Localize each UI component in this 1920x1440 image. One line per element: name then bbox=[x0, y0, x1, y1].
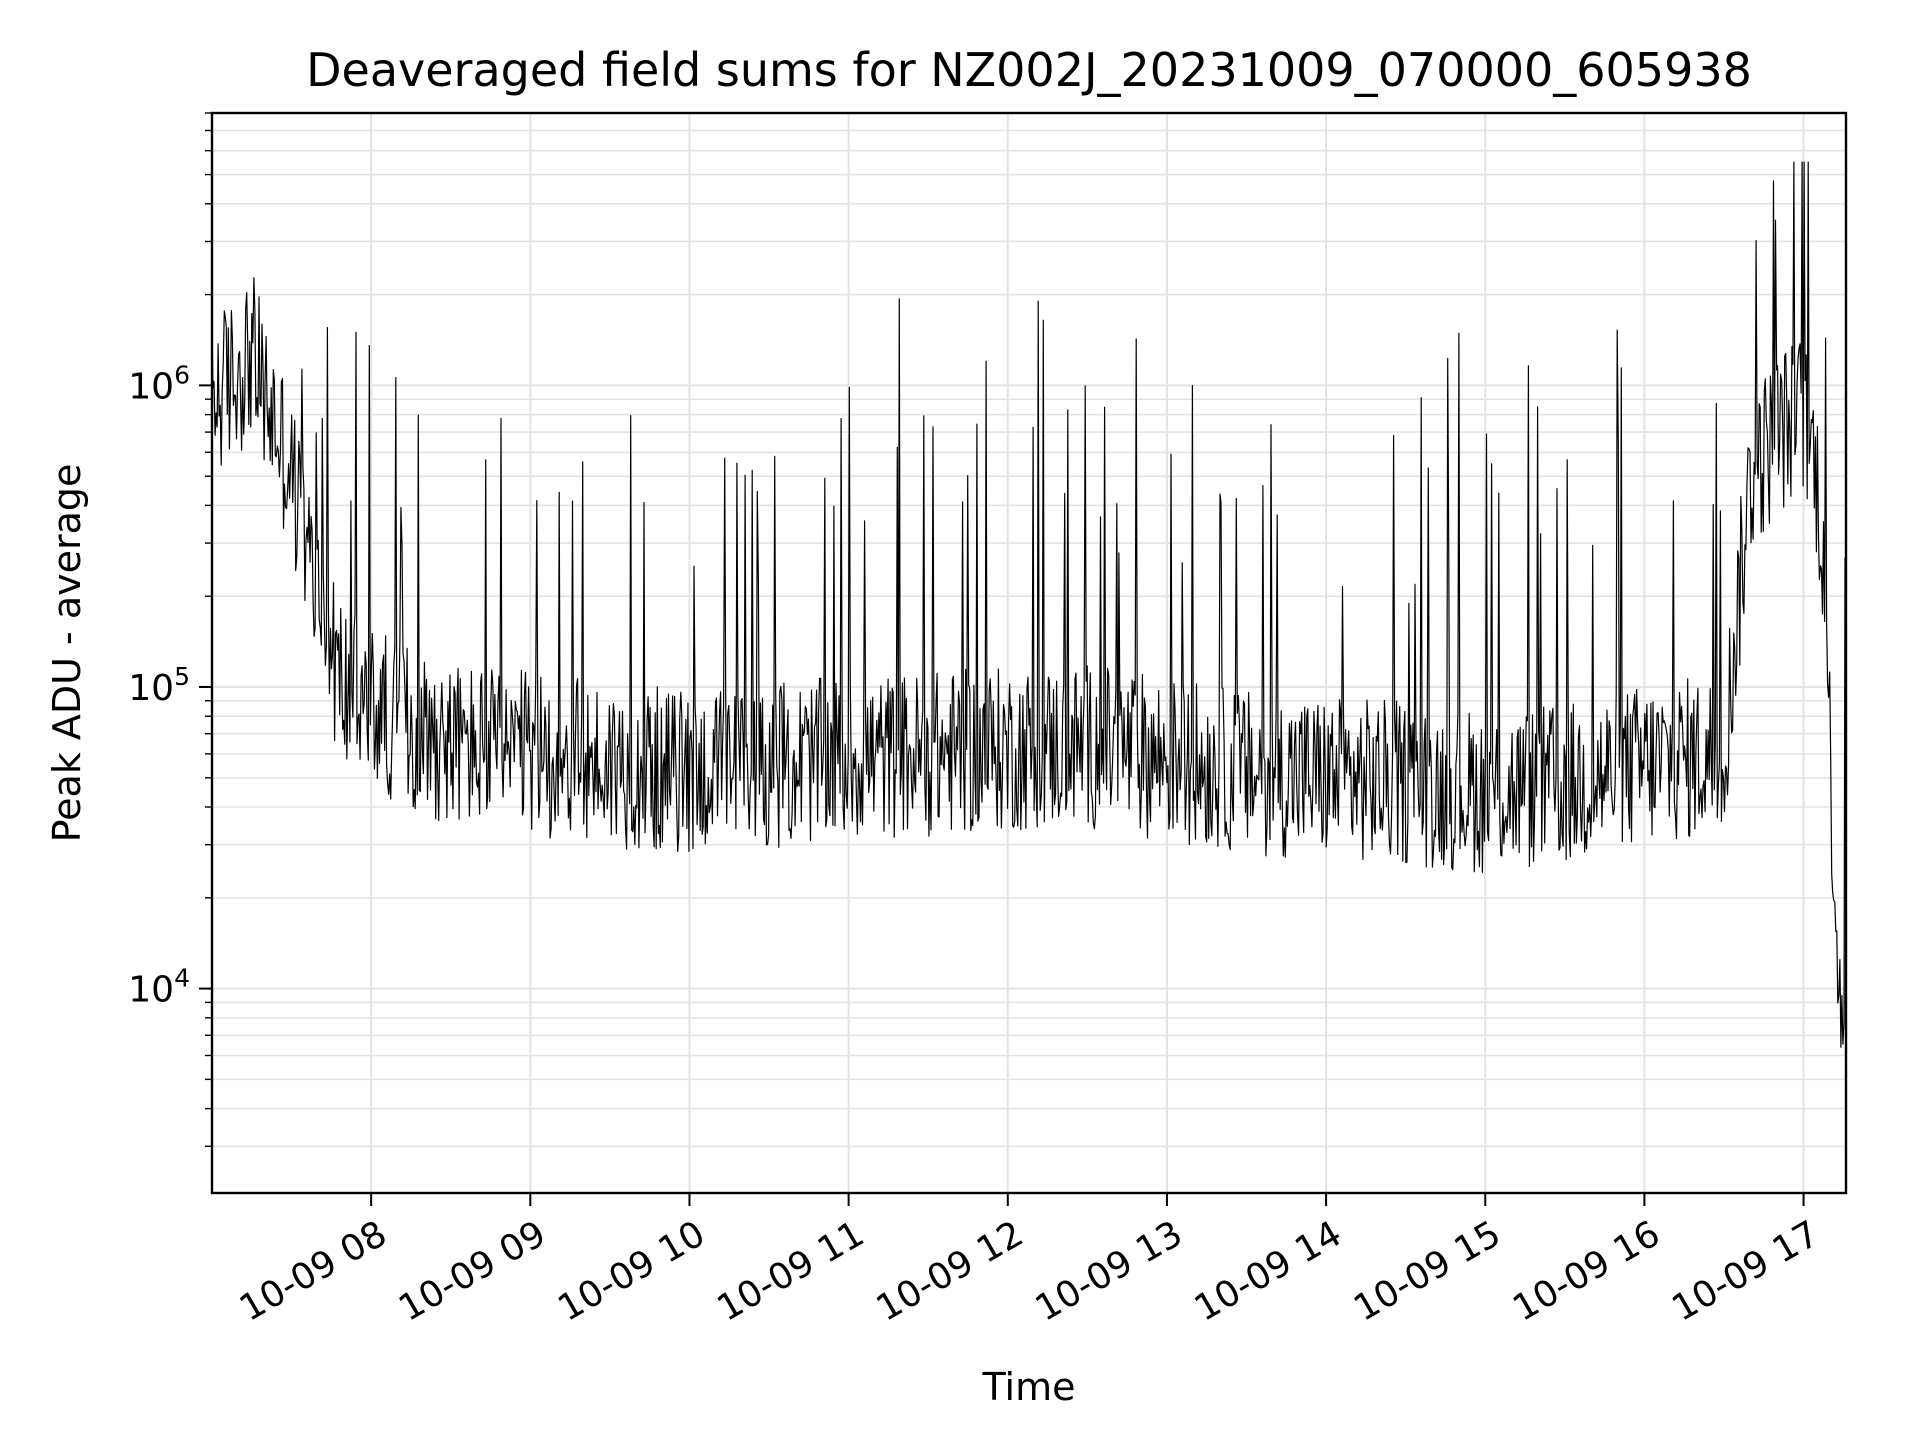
plot-frame bbox=[210, 111, 1848, 1195]
y-tick-label: 104 bbox=[128, 964, 190, 1011]
series-line bbox=[211, 161, 1847, 1048]
y-tick-label: 105 bbox=[128, 662, 190, 709]
series-polyline bbox=[211, 161, 1847, 1048]
y-tick-label: 106 bbox=[128, 360, 190, 407]
y-axis-label: Peak ADU - average bbox=[45, 464, 89, 843]
y-axis: 104 105 106 bbox=[128, 112, 212, 1147]
chart-title: Deaveraged field sums for NZ002J_2023100… bbox=[306, 43, 1752, 97]
x-axis-label: Time bbox=[982, 1365, 1076, 1409]
